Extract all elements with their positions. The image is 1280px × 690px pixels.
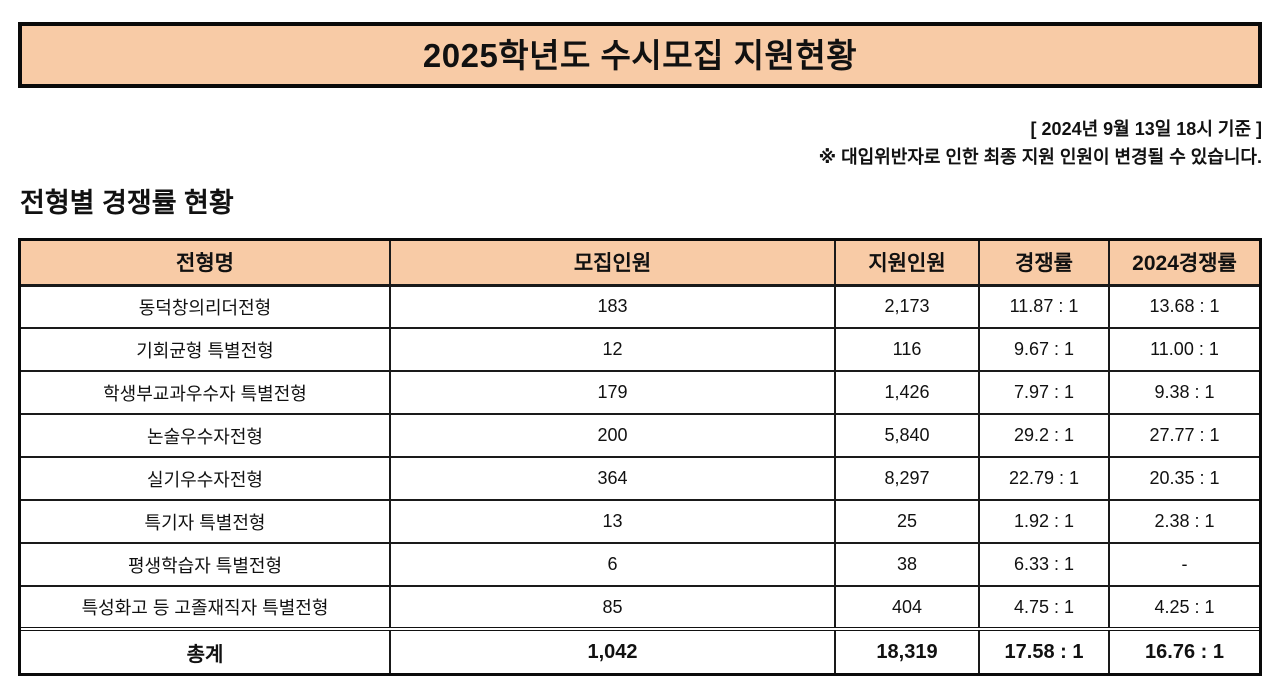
cell-prev-ratio: 2.38 : 1	[1109, 500, 1259, 544]
page-title-banner: 2025학년도 수시모집 지원현황	[18, 22, 1262, 88]
competition-ratio-table-wrap: 전형명 모집인원 지원인원 경쟁률 2024경쟁률 동덕창의리더전형 183 2,1…	[18, 238, 1262, 676]
cell-name: 동덕창의리더전형	[21, 285, 391, 329]
cell-quota: 200	[390, 414, 836, 458]
table-row: 실기우수자전형 364 8,297 22.79 : 1 20.35 : 1	[21, 457, 1259, 501]
disclaimer-note: ※ 대입위반자로 인한 최종 지원 인원이 변경될 수 있습니다.	[818, 146, 1262, 167]
column-header-quota: 모집인원	[390, 241, 836, 287]
cell-ratio: 29.2 : 1	[979, 414, 1110, 458]
cell-quota: 364	[390, 457, 836, 501]
cell-name: 평생학습자 특별전형	[21, 543, 391, 587]
page-title: 2025학년도 수시모집 지원현황	[422, 36, 858, 74]
table-header-row: 전형명 모집인원 지원인원 경쟁률 2024경쟁률	[21, 241, 1259, 287]
cell-prev-ratio: 9.38 : 1	[1109, 371, 1259, 415]
cell-applicants: 5,840	[835, 414, 980, 458]
cell-quota: 13	[390, 500, 836, 544]
cell-applicants: 2,173	[835, 285, 980, 329]
cell-applicants: 38	[835, 543, 980, 587]
cell-ratio: 4.75 : 1	[979, 586, 1110, 631]
cell-prev-ratio: 4.25 : 1	[1109, 586, 1259, 631]
section-heading: 전형별 경쟁률 현황	[20, 188, 234, 218]
total-cell-ratio: 17.58 : 1	[979, 627, 1110, 673]
cell-applicants: 1,426	[835, 371, 980, 415]
column-header-name: 전형명	[21, 241, 391, 287]
table-row: 학생부교과우수자 특별전형 179 1,426 7.97 : 1 9.38 : 1	[21, 371, 1259, 415]
column-header-prev-ratio: 2024경쟁률	[1109, 241, 1259, 287]
cell-name: 기회균형 특별전형	[21, 328, 391, 372]
cell-prev-ratio: 20.35 : 1	[1109, 457, 1259, 501]
cell-applicants: 25	[835, 500, 980, 544]
cell-ratio: 9.67 : 1	[979, 328, 1110, 372]
cell-name: 특성화고 등 고졸재직자 특별전형	[21, 586, 391, 631]
cell-ratio: 1.92 : 1	[979, 500, 1110, 544]
column-header-applicants: 지원인원	[835, 241, 980, 287]
cell-ratio: 7.97 : 1	[979, 371, 1110, 415]
competition-ratio-table: 전형명 모집인원 지원인원 경쟁률 2024경쟁률 동덕창의리더전형 183 2,1…	[21, 241, 1259, 673]
cell-ratio: 22.79 : 1	[979, 457, 1110, 501]
cell-prev-ratio: -	[1109, 543, 1259, 587]
cell-applicants: 404	[835, 586, 980, 631]
as-of-timestamp: [ 2024년 9월 13일 18시 기준 ]	[1030, 119, 1262, 139]
cell-prev-ratio: 27.77 : 1	[1109, 414, 1259, 458]
cell-quota: 183	[390, 285, 836, 329]
notes-block: [ 2024년 9월 13일 18시 기준 ] ※ 대입위반자로 인한 최종 지…	[362, 116, 1262, 172]
cell-name: 실기우수자전형	[21, 457, 391, 501]
table-total-row: 총계 1,042 18,319 17.58 : 1 16.76 : 1	[21, 627, 1259, 673]
column-header-ratio: 경쟁률	[979, 241, 1110, 287]
cell-name: 특기자 특별전형	[21, 500, 391, 544]
total-cell-name: 총계	[21, 627, 391, 673]
cell-name: 논술우수자전형	[21, 414, 391, 458]
cell-quota: 179	[390, 371, 836, 415]
cell-applicants: 8,297	[835, 457, 980, 501]
table-body: 동덕창의리더전형 183 2,173 11.87 : 1 13.68 : 1 기회균형 특…	[21, 285, 1259, 673]
cell-quota: 6	[390, 543, 836, 587]
table-row: 동덕창의리더전형 183 2,173 11.87 : 1 13.68 : 1	[21, 285, 1259, 329]
cell-quota: 85	[390, 586, 836, 631]
cell-prev-ratio: 11.00 : 1	[1109, 328, 1259, 372]
total-cell-quota: 1,042	[390, 627, 836, 673]
table-row: 기회균형 특별전형 12 116 9.67 : 1 11.00 : 1	[21, 328, 1259, 372]
total-cell-prev-ratio: 16.76 : 1	[1109, 627, 1259, 673]
table-row: 특성화고 등 고졸재직자 특별전형 85 404 4.75 : 1 4.25 : 1	[21, 586, 1259, 631]
cell-quota: 12	[390, 328, 836, 372]
table-row: 특기자 특별전형 13 25 1.92 : 1 2.38 : 1	[21, 500, 1259, 544]
cell-ratio: 11.87 : 1	[979, 285, 1110, 329]
cell-prev-ratio: 13.68 : 1	[1109, 285, 1259, 329]
total-cell-applicants: 18,319	[835, 627, 980, 673]
cell-name: 학생부교과우수자 특별전형	[21, 371, 391, 415]
table-row: 논술우수자전형 200 5,840 29.2 : 1 27.77 : 1	[21, 414, 1259, 458]
table-row: 평생학습자 특별전형 6 38 6.33 : 1-	[21, 543, 1259, 587]
cell-applicants: 116	[835, 328, 980, 372]
cell-ratio: 6.33 : 1	[979, 543, 1110, 587]
